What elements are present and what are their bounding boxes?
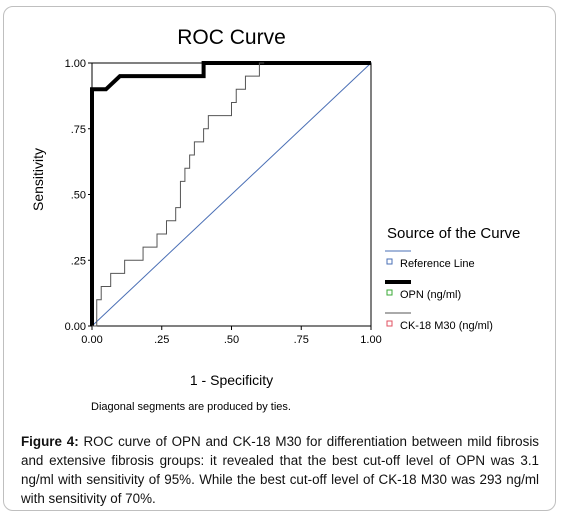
y-tick-label: .50 bbox=[71, 190, 86, 202]
y-axis-label: Sensitivity bbox=[30, 148, 46, 211]
y-tick-label: 0.00 bbox=[65, 321, 86, 333]
series-line-2 bbox=[92, 62, 265, 327]
y-tick-label: .75 bbox=[71, 124, 86, 136]
legend-title: Source of the Curve bbox=[387, 225, 520, 242]
x-tick-label: .25 bbox=[154, 334, 169, 346]
x-tick-label: 0.00 bbox=[81, 334, 102, 346]
figure-caption: Figure 4: ROC curve of OPN and CK-18 M30… bbox=[21, 432, 539, 508]
series-line-1 bbox=[90, 61, 371, 326]
x-axis-label: 1 - Specificity bbox=[190, 372, 273, 388]
legend-label-0: Reference Line bbox=[400, 258, 475, 270]
x-tick-label: .75 bbox=[294, 334, 309, 346]
legend-label-2: CK-18 M30 (ng/ml) bbox=[400, 320, 493, 332]
legend-marker-2 bbox=[386, 320, 393, 327]
legend-marker-1 bbox=[386, 289, 393, 296]
caption-text: ROC curve of OPN and CK-18 M30 for diffe… bbox=[21, 434, 539, 506]
x-tick-label: 1.00 bbox=[360, 334, 381, 346]
y-tick-label: .25 bbox=[71, 255, 86, 267]
x-tick-label: .50 bbox=[224, 334, 239, 346]
chart-note: Diagonal segments are produced by ties. bbox=[91, 401, 291, 413]
chart-title: ROC Curve bbox=[177, 26, 286, 49]
y-tick-label: 1.00 bbox=[65, 58, 86, 70]
legend-label-1: OPN (ng/ml) bbox=[400, 289, 461, 301]
legend-marker-0 bbox=[386, 258, 393, 265]
series-line-0 bbox=[91, 62, 372, 327]
figure-frame bbox=[3, 6, 556, 511]
caption-label: Figure 4: bbox=[21, 434, 79, 449]
